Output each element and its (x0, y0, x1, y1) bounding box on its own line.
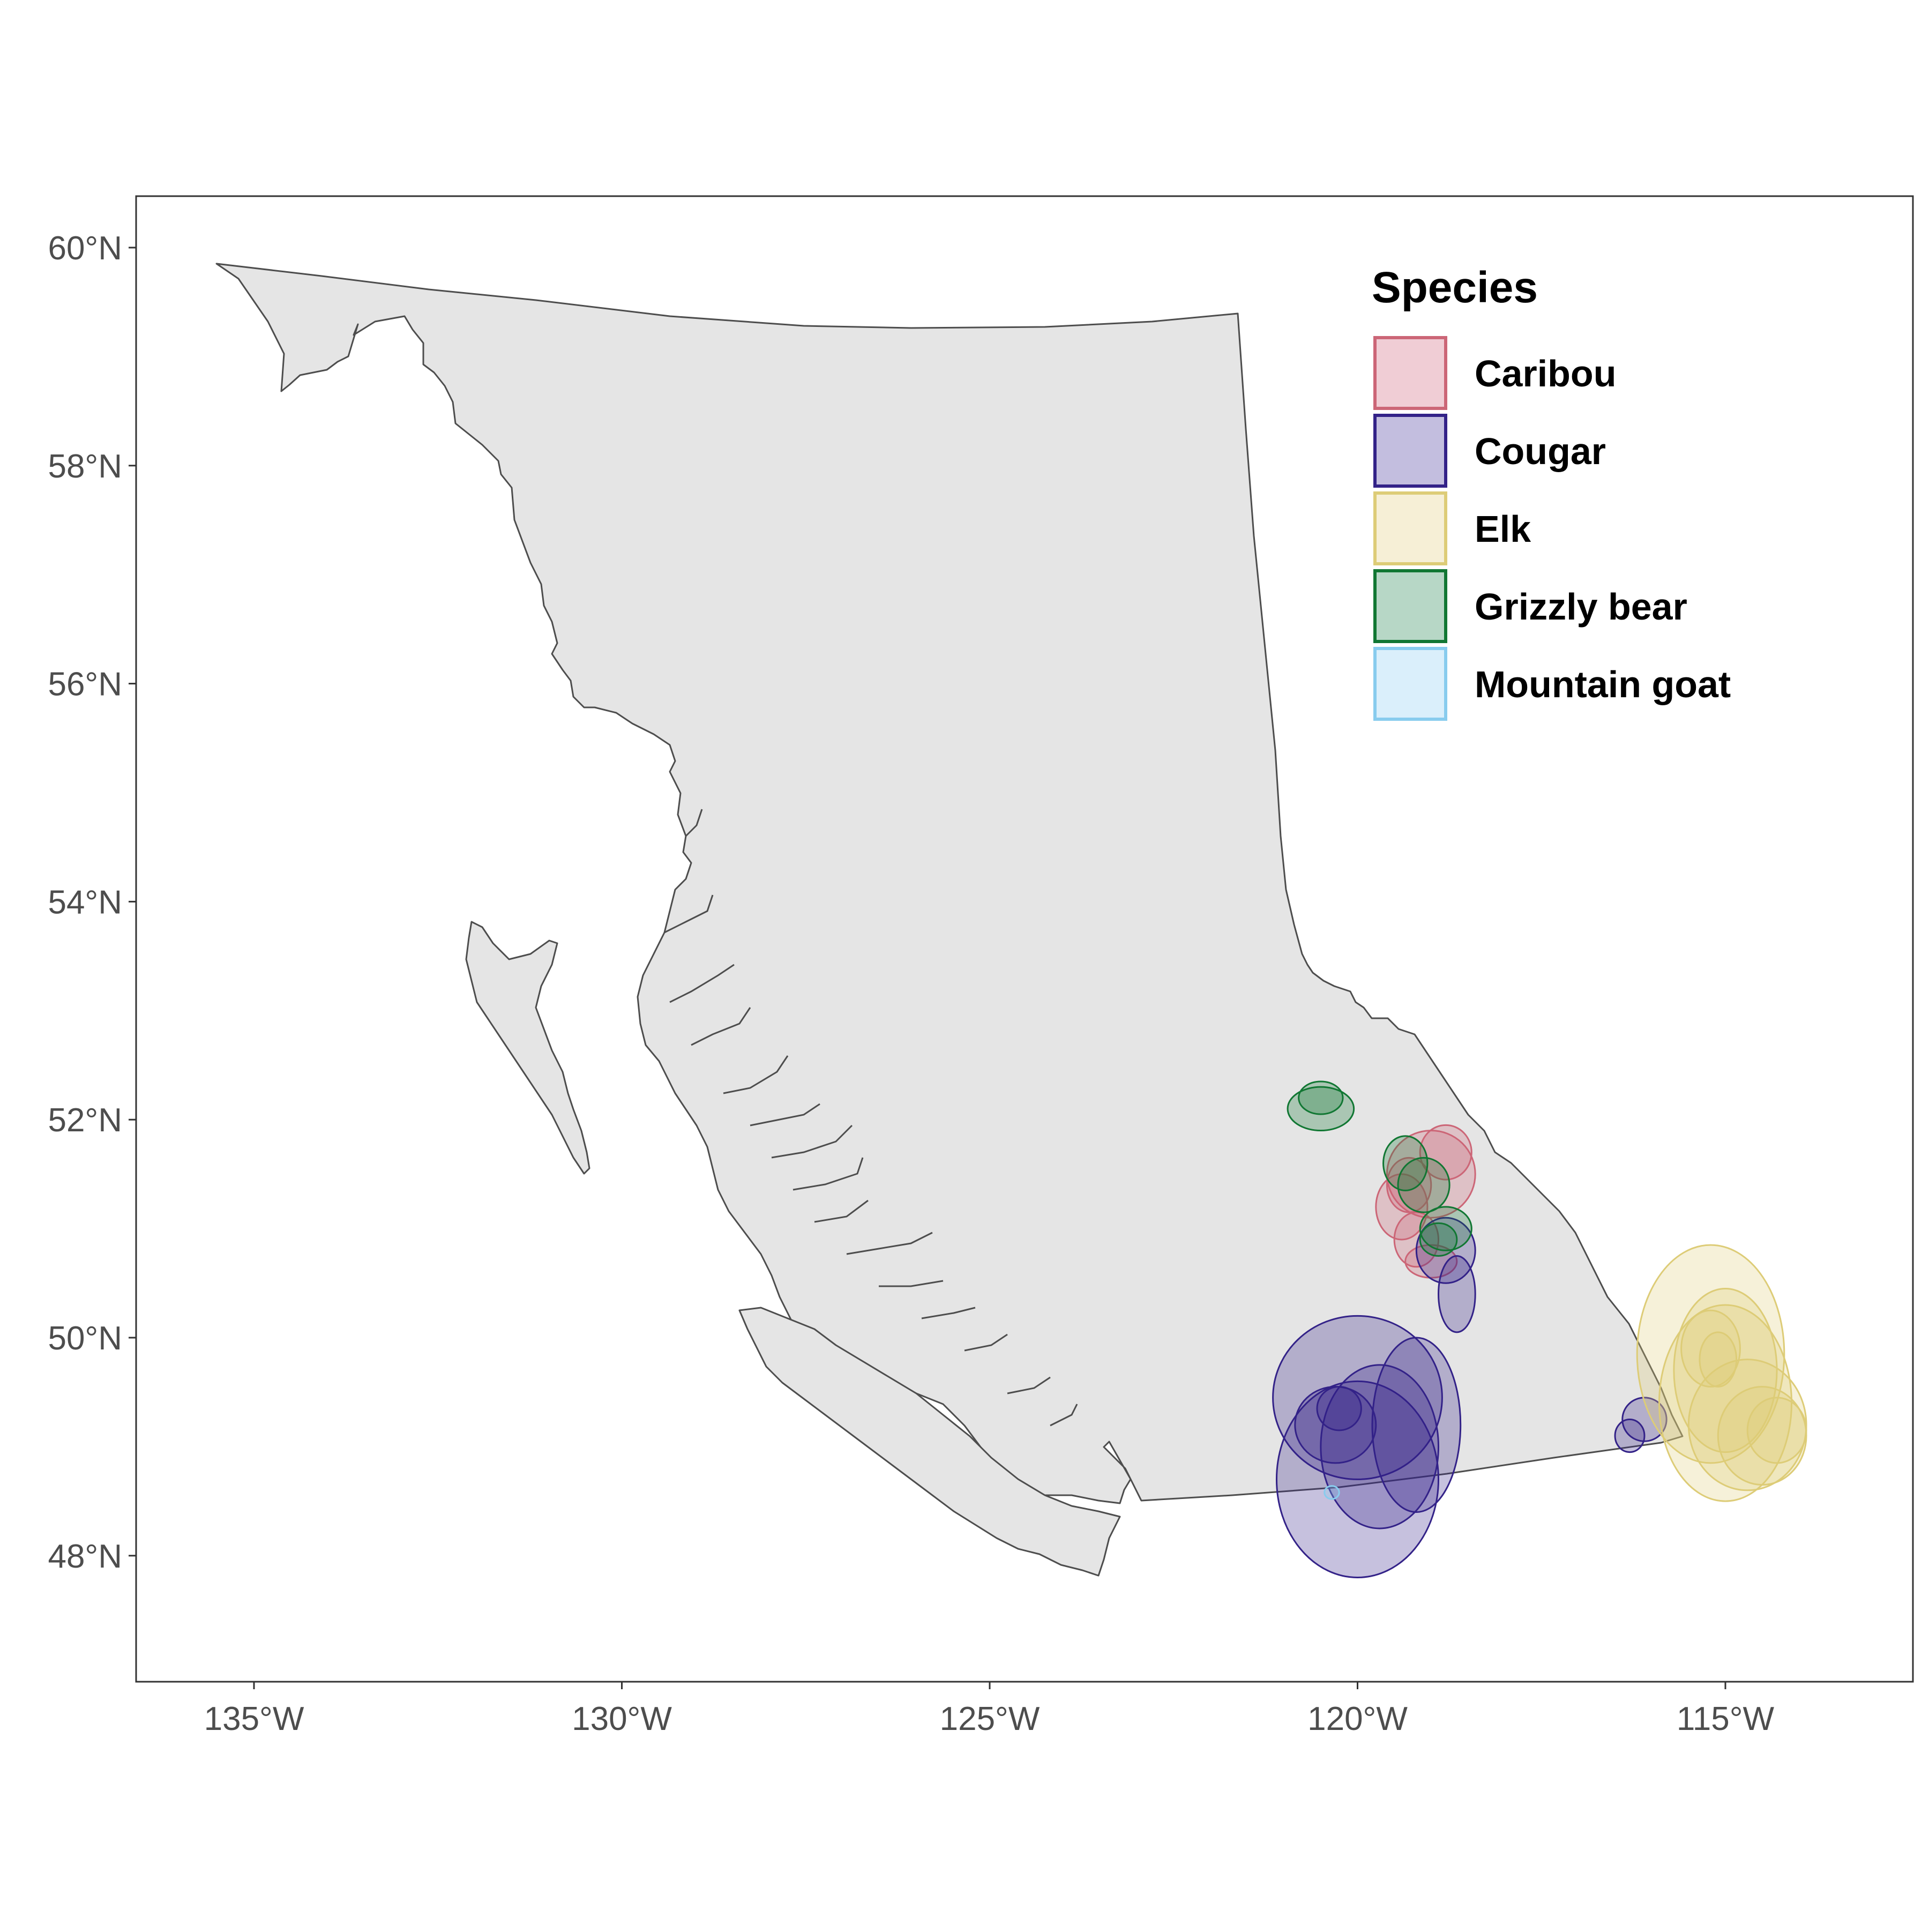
y-tick-label: 50°N (48, 1320, 122, 1357)
home-range-elk (1658, 1304, 1793, 1502)
home-range-grizzly-bear (1419, 1206, 1472, 1251)
panel-border (135, 195, 1914, 1683)
legend-key-elk (1373, 491, 1447, 565)
home-range-elk (1673, 1287, 1778, 1453)
y-tick-label: 60°N (48, 230, 122, 267)
home-range-cougar (1371, 1337, 1462, 1513)
legend-label: Grizzly bear (1475, 586, 1687, 628)
x-tick-label: 130°W (572, 1700, 672, 1737)
legend-key-cougar (1373, 414, 1447, 488)
x-tick-label: 115°W (1677, 1700, 1775, 1737)
home-range-layer (1272, 1080, 1807, 1578)
legend-label: Mountain goat (1475, 663, 1731, 705)
vancouver-island-shape (738, 1307, 1121, 1577)
home-range-elk (1699, 1331, 1738, 1388)
y-tick-label: 54°N (48, 884, 122, 921)
home-range-grizzly-bear (1419, 1222, 1458, 1257)
x-tick-label: 125°W (940, 1700, 1040, 1737)
home-range-grizzly-bear (1397, 1157, 1451, 1213)
home-range-caribou (1419, 1124, 1472, 1181)
home-range-mountain-goat (1324, 1485, 1340, 1500)
y-axis: 60°N 58°N 56°N 54°N 52°N 50°N 48°N (48, 230, 136, 1575)
x-tick-label: 120°W (1307, 1700, 1408, 1737)
home-range-caribou (1375, 1173, 1429, 1241)
home-range-cougar (1316, 1386, 1362, 1431)
x-axis: 135°W 130°W 125°W 120°W 115°W (204, 1682, 1775, 1737)
legend-key-mountain-goat (1373, 647, 1447, 721)
home-range-cougar (1320, 1364, 1440, 1530)
legend-key-grizzly-bear (1373, 569, 1447, 643)
coastal-inlets (664, 809, 1078, 1427)
y-tick-label: 52°N (48, 1102, 122, 1139)
home-range-grizzly-bear (1287, 1086, 1355, 1132)
y-tick-label: 58°N (48, 448, 122, 485)
home-range-caribou (1386, 1157, 1432, 1213)
home-range-grizzly-bear (1382, 1135, 1429, 1191)
home-range-elk (1636, 1244, 1785, 1464)
haida-gwaii-shape (465, 921, 590, 1175)
x-tick-label: 135°W (204, 1700, 304, 1737)
species-legend: Species Caribou Cougar Elk Grizzly bear Moun… (1372, 263, 1731, 721)
legend-key-caribou (1373, 336, 1447, 410)
home-range-cougar (1614, 1419, 1646, 1453)
home-range-cougar (1438, 1255, 1476, 1333)
y-tick-label: 48°N (48, 1538, 122, 1575)
home-range-elk (1746, 1397, 1807, 1464)
home-range-elk (1680, 1309, 1741, 1388)
legend-label: Cougar (1475, 430, 1606, 472)
legend-label: Elk (1475, 508, 1531, 550)
home-range-grizzly-bear (1298, 1080, 1344, 1115)
land-layer (215, 263, 1684, 1577)
home-range-caribou (1404, 1244, 1458, 1279)
y-tick-label: 56°N (48, 666, 122, 703)
legend-title: Species (1372, 263, 1538, 312)
legend-label: Caribou (1475, 353, 1616, 394)
home-range-cougar (1275, 1380, 1440, 1578)
